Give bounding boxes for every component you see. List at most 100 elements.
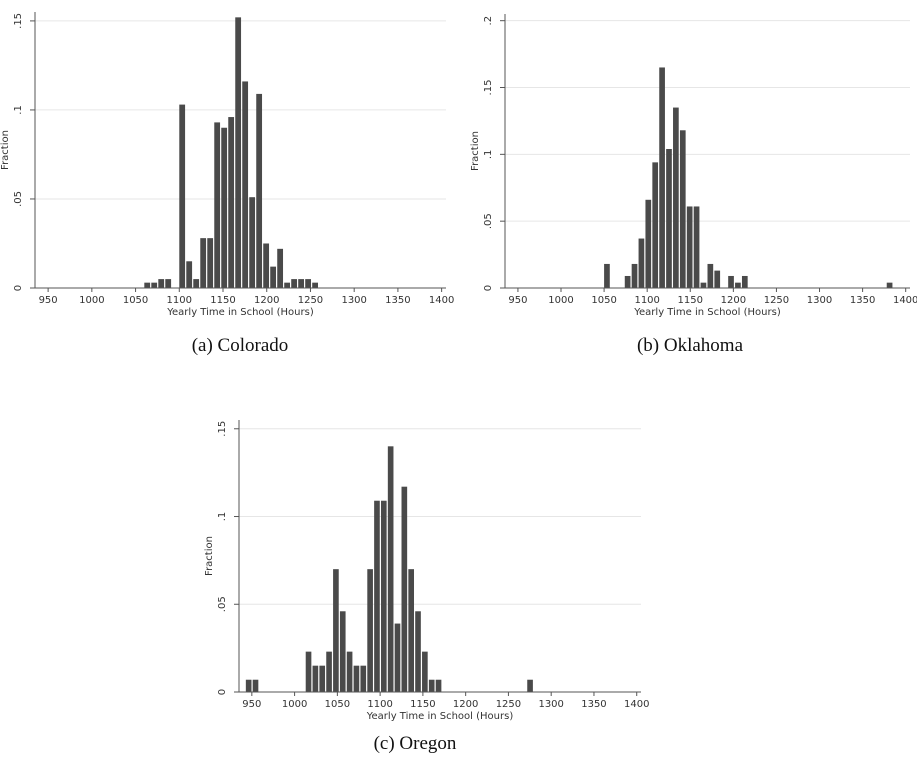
histogram-bar-oregon xyxy=(333,569,339,692)
histogram-bar-oregon xyxy=(422,651,428,692)
x-tick-label-colorado: 1200 xyxy=(254,295,279,306)
histogram-bar-oregon xyxy=(245,679,252,692)
y-tick-label-oklahoma: .2 xyxy=(483,16,494,26)
x-tick-label-oklahoma: 1100 xyxy=(634,295,659,306)
x-tick-label-colorado: 1100 xyxy=(167,295,192,306)
histogram-bar-oregon xyxy=(353,665,360,692)
x-tick-label-colorado: 1300 xyxy=(341,295,366,306)
x-tick-label-oklahoma: 1000 xyxy=(548,295,573,306)
histogram-bar-colorado xyxy=(179,104,186,288)
chart-panel-oklahoma: 0 .05 .1 .15 .2 950 1000 1050 1100 1150 1200 1250 13… xyxy=(460,0,917,370)
histogram-bar-oklahoma xyxy=(604,263,610,288)
y-tick-label-colorado: 0 xyxy=(13,285,24,291)
histogram-bar-colorado xyxy=(228,117,235,288)
histogram-bar-oregon xyxy=(326,651,332,692)
caption-colorado: (a) Colorado xyxy=(191,335,289,356)
histogram-bar-colorado xyxy=(151,282,158,288)
x-tick-label-oklahoma: 1350 xyxy=(850,295,875,306)
y-tick-label-oklahoma: 0 xyxy=(483,285,494,291)
x-tick-label-colorado: 1350 xyxy=(385,295,410,306)
x-tick-label-oregon: 1400 xyxy=(624,699,649,710)
y-tick-label-colorado: .1 xyxy=(13,105,24,115)
x-tick-label-oklahoma: 1050 xyxy=(591,295,616,306)
x-tick-label-oregon: 1000 xyxy=(282,699,307,710)
x-tick-label-oklahoma: 950 xyxy=(508,295,527,306)
x-tick-label-colorado: 950 xyxy=(39,295,58,306)
x-tick-label-oklahoma: 1250 xyxy=(764,295,789,306)
histogram-oklahoma: 0 .05 .1 .15 .2 950 1000 1050 1100 1150 1200 1250 13… xyxy=(470,14,917,318)
x-tick-label-oregon: 1150 xyxy=(410,699,435,710)
histogram-colorado: 0 .05 .1 .15 950 1000 1050 1100 1150 1200 1250 1300… xyxy=(0,12,454,318)
chart-panel-oregon: 0 .05 .1 .15 950 1000 1050 1100 1150 1200 1250 1300… xyxy=(195,400,655,765)
histogram-bar-oklahoma xyxy=(741,275,748,288)
histogram-bar-oregon xyxy=(428,679,435,692)
histogram-bar-oklahoma xyxy=(686,206,693,288)
y-tick-label-oregon: .15 xyxy=(217,421,228,437)
histogram-bar-colorado xyxy=(242,81,249,288)
histogram-bar-oklahoma xyxy=(735,282,741,288)
histogram-bar-colorado xyxy=(256,93,263,289)
histogram-bar-oregon xyxy=(252,679,259,692)
histogram-bar-oregon xyxy=(305,651,312,692)
x-tick-label-colorado: 1150 xyxy=(210,295,235,306)
caption-oklahoma: (b) Oklahoma xyxy=(636,335,744,356)
histogram-bar-oklahoma xyxy=(886,282,893,288)
histogram-bar-oregon xyxy=(360,665,367,692)
x-tick-label-oregon: 1200 xyxy=(453,699,478,710)
histogram-bar-colorado xyxy=(193,279,200,288)
x-axis-title-oklahoma: Yearly Time in School (Hours) xyxy=(633,307,781,318)
chart-panel-colorado: 0 .05 .1 .15 950 1000 1050 1100 1150 1200 1250 1300… xyxy=(0,0,458,370)
histogram-bar-colorado xyxy=(200,238,207,288)
x-tick-label-oregon: 1250 xyxy=(496,699,521,710)
x-tick-label-oklahoma: 1150 xyxy=(678,295,703,306)
histogram-oregon: 0 .05 .1 .15 950 1000 1050 1100 1150 1200 1250 1300… xyxy=(204,420,649,722)
histogram-bar-colorado xyxy=(291,279,298,288)
histogram-bar-oregon xyxy=(415,611,421,692)
histogram-bar-oregon xyxy=(380,500,387,692)
histogram-bar-oklahoma xyxy=(638,238,645,288)
histogram-bar-colorado xyxy=(270,266,277,288)
x-tick-label-colorado: 1400 xyxy=(429,295,454,306)
y-tick-label-oregon: 0 xyxy=(217,689,228,695)
histogram-bar-oregon xyxy=(435,679,442,692)
histogram-bar-colorado xyxy=(221,127,228,288)
x-tick-label-oklahoma: 1300 xyxy=(807,295,832,306)
x-tick-label-colorado: 1000 xyxy=(79,295,104,306)
histogram-bar-oregon xyxy=(394,623,401,692)
caption-oregon: (c) Oregon xyxy=(373,733,457,754)
histogram-bar-colorado xyxy=(214,122,221,289)
histogram-bar-oklahoma xyxy=(700,282,707,288)
histogram-bar-oregon xyxy=(319,665,326,692)
histogram-bar-oregon xyxy=(401,486,408,692)
y-tick-label-oregon: .05 xyxy=(217,596,228,612)
histogram-bar-oklahoma xyxy=(645,199,652,288)
y-tick-label-colorado: .05 xyxy=(13,191,24,207)
histogram-bar-oklahoma xyxy=(652,162,659,288)
y-tick-label-oregon: .1 xyxy=(217,512,228,522)
histogram-bar-oklahoma xyxy=(666,148,672,288)
x-tick-label-oregon: 1050 xyxy=(325,699,350,710)
histogram-bar-oklahoma xyxy=(624,275,631,288)
histogram-bar-oregon xyxy=(387,446,394,692)
y-axis-title-colorado: Fraction xyxy=(0,130,11,170)
histogram-bar-colorado xyxy=(284,282,291,288)
histogram-bar-colorado xyxy=(207,238,214,288)
x-tick-label-colorado: 1050 xyxy=(123,295,148,306)
y-tick-label-oklahoma: .1 xyxy=(483,150,494,160)
histogram-bar-colorado xyxy=(144,282,151,288)
histogram-bar-colorado xyxy=(249,197,256,288)
histogram-bar-oklahoma xyxy=(693,206,700,288)
histogram-bar-colorado xyxy=(165,279,172,288)
x-tick-label-oklahoma: 1400 xyxy=(893,295,917,306)
histogram-bar-oregon xyxy=(339,611,346,692)
y-axis-title-oregon: Fraction xyxy=(204,536,215,576)
histogram-bar-oregon xyxy=(374,500,380,692)
histogram-bar-oregon xyxy=(367,569,373,692)
histogram-bar-colorado xyxy=(186,261,193,288)
histogram-bar-colorado xyxy=(235,17,242,288)
histogram-bar-oklahoma xyxy=(714,270,721,288)
histogram-bar-colorado xyxy=(277,248,284,288)
histogram-bar-colorado xyxy=(298,279,305,288)
histogram-bar-oklahoma xyxy=(707,263,714,288)
histogram-bar-oregon xyxy=(527,679,533,692)
